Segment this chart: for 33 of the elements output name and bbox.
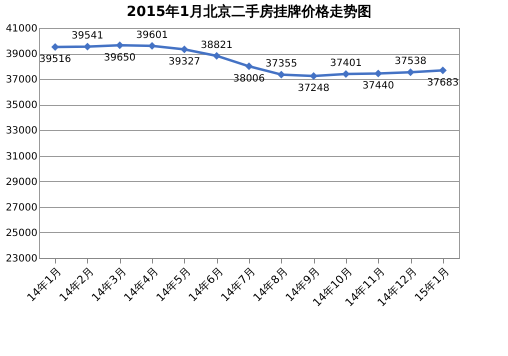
- y-tick-label: 29000: [6, 176, 38, 188]
- data-label: 39327: [168, 56, 200, 68]
- data-label: 38821: [200, 40, 233, 51]
- y-tick-label: 37000: [6, 74, 38, 86]
- data-label: 39650: [104, 52, 136, 64]
- data-label: 39541: [72, 30, 104, 42]
- point: [406, 68, 414, 76]
- data-label: 37683: [426, 77, 459, 88]
- point: [310, 72, 318, 80]
- point: [438, 66, 447, 74]
- y-tick-label: 27000: [6, 202, 38, 214]
- data-label: 37355: [265, 58, 298, 70]
- point: [148, 42, 156, 50]
- y-tick-label: 39000: [6, 49, 38, 60]
- point: [212, 52, 221, 60]
- y-tick-label: 41000: [6, 24, 38, 34]
- data-label: 38006: [233, 73, 265, 84]
- point: [342, 70, 350, 78]
- y-tick-label: 23000: [6, 254, 38, 264]
- y-tick-label: 25000: [6, 228, 38, 239]
- point: [180, 46, 188, 54]
- y-tick-label: 33000: [6, 126, 38, 137]
- y-tick-label: 35000: [6, 100, 38, 112]
- data-label: 39601: [136, 30, 168, 41]
- point: [245, 62, 253, 70]
- data-label: 39516: [39, 54, 72, 65]
- data-label: 37248: [298, 82, 330, 94]
- data-label: 37401: [330, 58, 362, 69]
- data-label: 37538: [394, 56, 426, 68]
- data-label: 37440: [362, 80, 394, 92]
- y-tick-label: 31000: [6, 151, 38, 162]
- point: [84, 42, 92, 51]
- chart-title: 2015年1月北京二手房挂牌价格走势图: [126, 3, 372, 20]
